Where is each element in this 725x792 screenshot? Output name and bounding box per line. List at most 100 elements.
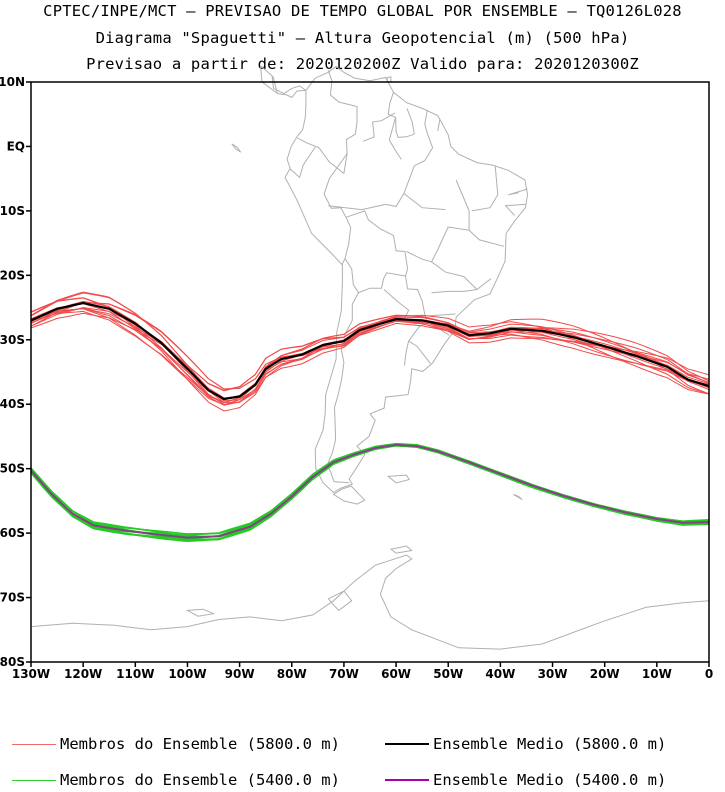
member-contour-5400 [30, 444, 710, 536]
member-contour-5400 [30, 443, 710, 540]
lat-label: 80S [0, 655, 25, 669]
lon-label: 20W [590, 667, 620, 681]
member-contour-5400 [30, 444, 710, 538]
member-contour-5800 [30, 301, 710, 390]
country-border [289, 146, 316, 179]
member-contour-5800 [30, 300, 710, 405]
lon-label: 90W [225, 667, 255, 681]
trinidad-coast [386, 76, 392, 83]
legend-label-mean-5800: Ensemble Medio (5800.0 m) [433, 735, 667, 753]
legend-members-5400: Membros do Ensemble (5400.0 m) [12, 771, 340, 789]
title-line-3: Previsao a partir de: 2020120200Z Valido… [86, 55, 639, 73]
state-border [431, 261, 478, 290]
state-border [385, 133, 434, 207]
lat-label: 30S [0, 333, 25, 347]
lat-label: 10S [0, 204, 25, 218]
legend-label-mean-5400: Ensemble Medio (5400.0 m) [433, 771, 667, 789]
member-contour-5400 [30, 443, 710, 540]
map-plot: 10N EQ 10S 20S 30S 40S 50S 60S 70S 80S 130W 120W 11… [0, 65, 713, 681]
map-frame [30, 81, 710, 663]
lat-label: 10N [0, 75, 25, 89]
state-border [328, 203, 386, 211]
title-line-2: Diagrama "Spaguetti" — Altura Geopotenci… [95, 29, 630, 47]
lon-label: 130W [12, 667, 50, 681]
state-border [406, 251, 432, 263]
country-border [408, 340, 431, 364]
legend-swatch-mean-5800 [385, 743, 429, 745]
lon-label: 60W [381, 667, 411, 681]
legend-members-5800: Membros do Ensemble (5800.0 m) [12, 735, 340, 753]
galapagos-coast [231, 143, 242, 153]
lon-label: 110W [116, 667, 154, 681]
lat-label: EQ [7, 139, 25, 153]
member-contour-5400 [30, 443, 710, 540]
legend-mean-5800: Ensemble Medio (5800.0 m) [385, 735, 666, 753]
country-border [387, 92, 415, 138]
state-border [403, 193, 446, 211]
lon-label: 70W [329, 667, 359, 681]
lat-label: 70S [0, 591, 25, 605]
country-border [406, 108, 415, 135]
country-border [327, 70, 358, 174]
contour-layer [30, 291, 710, 543]
south-georgia-coast [513, 493, 523, 501]
member-contour-5400 [30, 444, 710, 535]
lon-label: 30W [538, 667, 568, 681]
state-border [508, 188, 528, 196]
country-border [323, 153, 352, 266]
mean-contour-5400 [30, 443, 710, 539]
member-contour-5400 [30, 442, 710, 542]
title-line-1: CPTEC/INPE/MCT — PREVISAO DE TEMPO GLOBA… [43, 2, 682, 20]
falkland-islands-coast [387, 474, 410, 484]
longitude-labels: 130W 120W 110W 100W 90W 80W 70W 60W 50W 40W 30W 20W… [12, 667, 713, 681]
member-contour-5800 [30, 297, 710, 412]
lon-label: 100W [168, 667, 206, 681]
member-contour-5400 [30, 444, 710, 537]
country-border [344, 258, 406, 294]
legend-label-members-5800: Membros do Ensemble (5800.0 m) [60, 735, 340, 753]
country-border [297, 137, 345, 174]
lon-label: 40W [485, 667, 515, 681]
state-border [428, 313, 456, 317]
alexander-island-coast [327, 590, 353, 612]
country-border [437, 119, 441, 132]
country-border [326, 292, 359, 484]
coastlines [30, 65, 710, 650]
country-border [272, 76, 278, 94]
south-shetland-coast [389, 545, 413, 554]
lat-label: 20S [0, 268, 25, 282]
legend-label-members-5400: Membros do Ensemble (5400.0 m) [60, 771, 340, 789]
axis-ticks [26, 81, 710, 667]
thurston-island-coast [185, 608, 216, 617]
lon-label: 10W [642, 667, 672, 681]
central-america-coast [260, 65, 307, 95]
state-border [431, 278, 492, 294]
lon-label: 80W [277, 667, 307, 681]
state-border [471, 165, 499, 212]
member-contour-5400 [30, 445, 710, 535]
member-contour-5800 [30, 310, 710, 404]
tierra-del-fuego-coast [332, 485, 366, 505]
state-border [504, 203, 526, 216]
legend-swatch-mean-5400 [385, 779, 429, 781]
lon-label: 120W [64, 667, 102, 681]
legend-swatch-members-5400 [12, 779, 56, 781]
legend-swatch-members-5800 [12, 743, 56, 745]
member-contour-5800 [30, 307, 710, 400]
member-contour-5400 [30, 444, 710, 537]
lat-label: 50S [0, 462, 25, 476]
member-contour-5400 [30, 443, 710, 543]
member-contour-5800 [30, 303, 710, 403]
lat-label: 40S [0, 397, 25, 411]
legend-mean-5400: Ensemble Medio (5400.0 m) [385, 771, 666, 789]
country-border [424, 109, 428, 134]
latitude-labels: 10N EQ 10S 20S 30S 40S 50S 60S 70S 80S [0, 75, 25, 669]
lat-label: 60S [0, 526, 25, 540]
country-border [363, 112, 396, 142]
state-border [448, 179, 470, 231]
state-border [468, 229, 505, 247]
lon-label: 50W [433, 667, 463, 681]
mean-contour-5800 [30, 301, 710, 401]
member-contour-5400 [30, 443, 710, 541]
antarctica-coast [30, 554, 710, 650]
